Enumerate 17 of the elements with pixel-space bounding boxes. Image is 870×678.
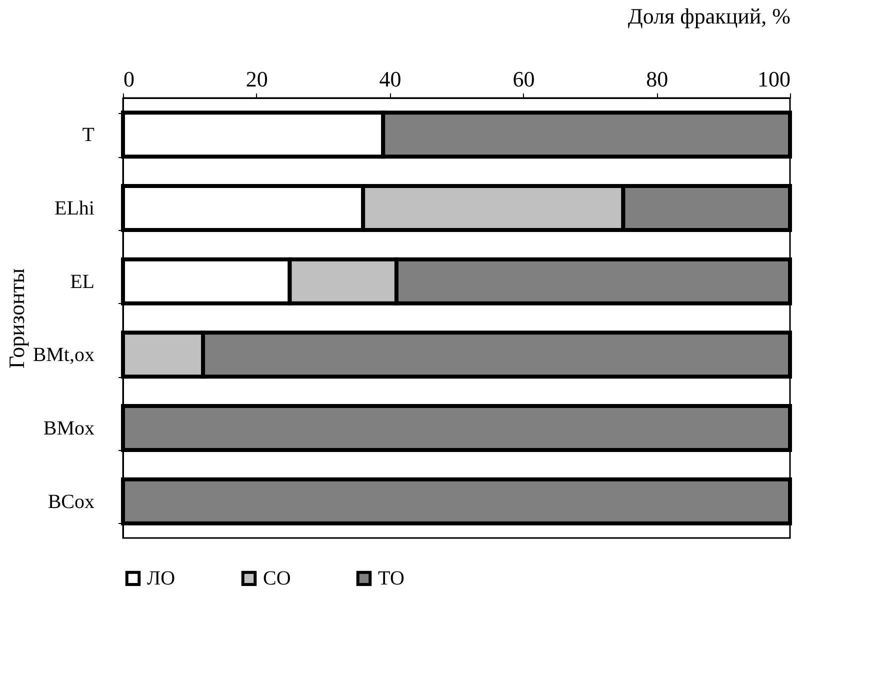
x-tick-label: 80 <box>646 66 668 92</box>
y-tick-label: BCox <box>48 490 94 513</box>
x-tick-label: 20 <box>246 66 268 92</box>
y-tick-label: T <box>82 124 94 146</box>
y-tick-label: EL <box>70 270 94 293</box>
x-tick-label: 40 <box>379 66 402 92</box>
y-axis-title: Горизонты <box>4 268 29 369</box>
y-tick-label: BMox <box>43 418 94 440</box>
x-tick-label: 100 <box>758 66 790 92</box>
x-tick-label: 60 <box>512 66 535 92</box>
x-tick-label: 0 <box>124 66 134 92</box>
legend-label: СО <box>263 567 291 590</box>
y-tick-label: ELhi <box>54 198 95 220</box>
legend-label: ЛО <box>147 567 176 590</box>
legend-label: ТО <box>378 567 404 590</box>
y-tick-label: BMt,ox <box>32 344 94 366</box>
x-axis-title: Доля фракций, % <box>628 4 790 28</box>
